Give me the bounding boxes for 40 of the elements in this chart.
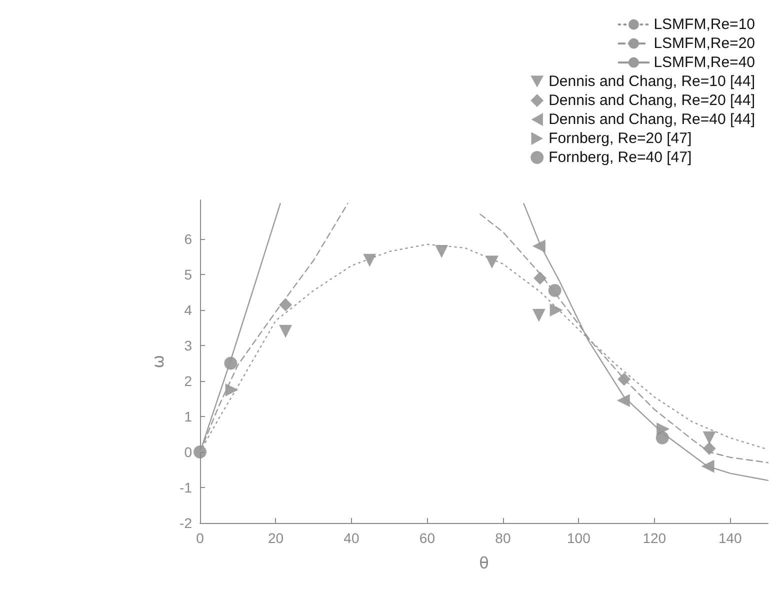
x-tick-label: 0	[196, 530, 204, 546]
point	[435, 244, 448, 258]
y-tick-label: 1	[184, 408, 192, 425]
legend-label: Fornberg, Re=40 [47]	[548, 149, 692, 166]
legend-label: Dennis and Chang, Re=20 [44]	[548, 92, 756, 109]
point	[194, 446, 206, 459]
y-tick-label: 0	[184, 444, 192, 460]
legend-label: Dennis and Chang, Re=40 [44]	[548, 111, 756, 128]
x-axis-title: θ	[479, 554, 489, 572]
x-tick-label: 80	[495, 530, 511, 546]
y-tick-label: 5	[184, 266, 192, 283]
legend-label: Dennis and Chang, Re=10 [44]	[548, 73, 756, 90]
point	[702, 442, 716, 455]
point	[532, 308, 546, 322]
legend-label: LSMFM,Re=20	[654, 35, 756, 52]
point	[485, 256, 498, 269]
y-tick-label: 2	[184, 373, 192, 390]
legend-label: LSMFM,Re=40	[654, 54, 756, 71]
y-tick-label: -2	[180, 515, 192, 531]
point	[534, 272, 547, 285]
point	[363, 254, 376, 267]
y-tick-label: 4	[184, 302, 192, 318]
point	[550, 304, 563, 317]
y-tick-label: 3	[184, 338, 192, 354]
point	[618, 372, 631, 386]
point	[702, 431, 716, 444]
point	[279, 324, 292, 338]
x-tick-label: 140	[718, 530, 742, 546]
x-tick-label: 60	[419, 530, 436, 546]
x-tick-label: 100	[566, 530, 591, 546]
legend-label: Fornberg, Re=20 [47]	[548, 130, 692, 147]
point	[656, 431, 669, 444]
y-axis-title: ω	[148, 354, 168, 368]
point	[548, 284, 562, 298]
x-tick-label: 20	[268, 530, 284, 546]
y-tick-label: 6	[184, 231, 192, 248]
y-tick-label: -1	[180, 480, 192, 496]
legend-label: LSMFM,Re=10	[654, 16, 756, 33]
x-tick-label: 40	[344, 530, 360, 546]
x-tick-label: 120	[642, 530, 666, 546]
